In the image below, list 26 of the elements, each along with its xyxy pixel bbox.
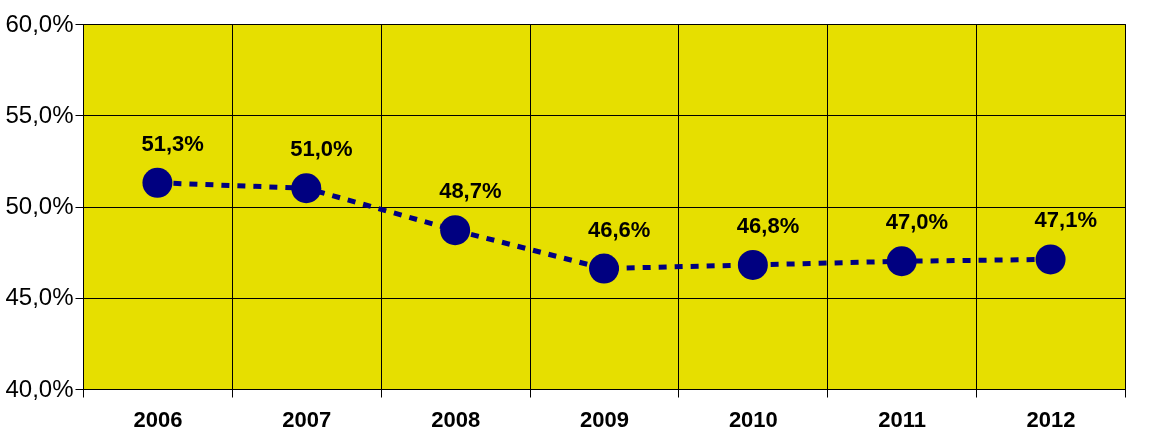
point — [142, 167, 173, 198]
point — [589, 253, 619, 284]
point — [1035, 244, 1066, 275]
point — [440, 215, 471, 246]
point — [886, 246, 917, 277]
data-label: 48,7% — [439, 178, 502, 204]
x-tick-label: 2012 — [1026, 406, 1076, 432]
data-label: 46,8% — [736, 212, 800, 238]
data-label: 47,0% — [885, 209, 949, 235]
x-tick-label: 2006 — [133, 406, 183, 432]
y-tick-label: 40,0% — [5, 374, 74, 402]
data-label: 51,3% — [141, 130, 204, 156]
point — [291, 173, 322, 204]
y-tick-label: 60,0% — [5, 9, 74, 37]
point — [737, 249, 768, 280]
y-tick-label: 50,0% — [5, 192, 74, 219]
y-tick-label: 45,0% — [5, 283, 74, 311]
x-tick-label: 2010 — [728, 406, 778, 432]
data-label: 51,0% — [290, 136, 353, 162]
x-tick-label: 2009 — [580, 406, 629, 432]
data-label: 46,6% — [588, 216, 651, 242]
x-tick-label: 2008 — [431, 406, 481, 432]
y-tick-label: 55,0% — [5, 100, 74, 128]
x-tick-label: 2007 — [282, 406, 332, 432]
x-tick-label: 2011 — [878, 406, 927, 432]
data-label: 47,1% — [1034, 207, 1097, 233]
